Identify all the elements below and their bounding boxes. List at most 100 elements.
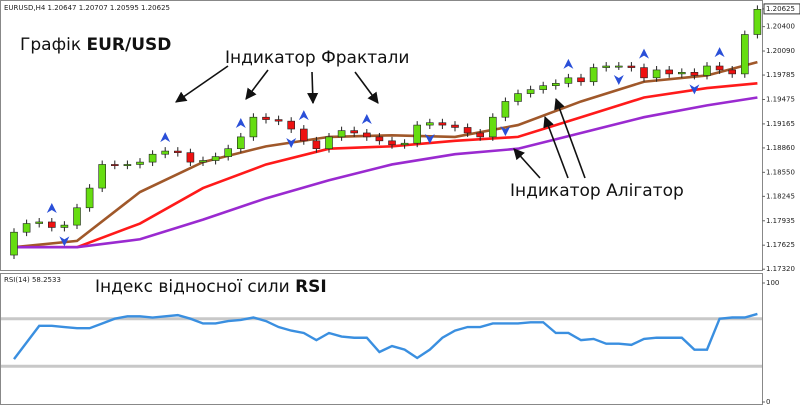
fractal-up <box>160 132 171 143</box>
candle-body <box>337 130 346 138</box>
chart-title: Графік EUR/USD <box>20 35 171 55</box>
candle-body <box>526 89 535 94</box>
y-tick-label: 1.19785 <box>766 71 795 79</box>
candle-body <box>299 128 308 142</box>
candle-body <box>476 132 485 138</box>
price-header: EURUSD,H4 1.20647 1.20707 1.20595 1.2062… <box>4 4 170 12</box>
price-panel <box>0 0 763 271</box>
candle-body <box>564 77 573 84</box>
candle-body <box>677 72 686 75</box>
y-tick-label: 1.19165 <box>766 120 795 128</box>
rsi-panel <box>0 273 763 405</box>
candle-body <box>362 132 371 138</box>
candle-body <box>73 207 81 226</box>
candle-body <box>551 83 560 86</box>
rsi-header: RSI(14) 58.2533 <box>4 276 61 284</box>
candle-body <box>161 150 169 155</box>
fractal-up <box>235 117 246 128</box>
candle-body <box>501 101 510 118</box>
y-tick-label: 1.18245 <box>766 192 795 200</box>
candle-body <box>602 65 611 68</box>
candle-body <box>224 148 232 157</box>
candle-body <box>111 164 119 166</box>
fractal-down <box>286 137 297 148</box>
candle-body <box>665 69 674 75</box>
y-tick-label: 1.19475 <box>766 95 795 103</box>
candle-body <box>47 221 56 228</box>
candle-body <box>375 136 384 142</box>
fractal-up <box>361 114 372 125</box>
alligator-line <box>13 60 758 249</box>
fractal-up <box>639 48 649 59</box>
fractal-down <box>59 236 70 247</box>
y-tick-label: 1.17320 <box>766 265 795 273</box>
candle-body <box>690 72 699 76</box>
candle-body <box>148 153 157 163</box>
rsi-line <box>13 312 758 360</box>
candle-body <box>10 231 18 256</box>
candle-body <box>22 223 31 233</box>
candle-body <box>400 142 409 146</box>
candle-body <box>728 69 737 75</box>
candle-body <box>136 161 144 165</box>
candle-body <box>425 122 434 126</box>
y-tick-label: 1.18550 <box>766 168 795 176</box>
candle-body <box>174 150 182 153</box>
y-tick-label: 1.20090 <box>766 47 795 55</box>
fractal-up <box>563 58 574 69</box>
candle-body <box>249 116 258 138</box>
fractal-down <box>613 74 624 85</box>
candle-body <box>577 77 585 83</box>
fractal-down <box>424 134 435 145</box>
candle-body <box>488 116 497 138</box>
candle-body <box>614 65 623 68</box>
candle-body <box>123 164 132 166</box>
candle-body <box>627 65 636 68</box>
candle-body <box>514 93 522 102</box>
candle-body <box>715 65 724 71</box>
candle-body <box>463 127 472 134</box>
annotation-arrows <box>175 65 586 179</box>
candle-body <box>85 187 94 209</box>
y-tick-label: 1.18860 <box>766 144 795 152</box>
candle-body <box>539 85 548 90</box>
candle-body <box>237 136 245 150</box>
price-highlight <box>763 3 800 15</box>
candle-body <box>350 130 359 134</box>
alligator-annotation: Індикатор Алігатор <box>510 181 684 201</box>
candle-body <box>740 34 749 75</box>
candle-body <box>274 119 283 122</box>
fractal-down <box>500 126 511 137</box>
alligator-line <box>14 96 758 249</box>
fractal-annotation: Індикатор Фрактали <box>225 48 409 68</box>
candle-body <box>438 122 447 126</box>
candle-body <box>589 67 598 83</box>
candle-body <box>211 156 220 161</box>
candle-body <box>652 69 661 79</box>
y-tick-label: 1.17935 <box>766 217 795 225</box>
candle-body <box>60 224 69 228</box>
candle-body <box>312 140 321 150</box>
candle-body <box>186 152 195 163</box>
candle-body <box>451 124 459 128</box>
fractal-down <box>689 84 700 95</box>
candle-body <box>325 136 333 150</box>
fractal-up <box>714 47 725 58</box>
candle-body <box>640 67 648 79</box>
candle-body <box>703 65 711 76</box>
rsi-title: Індекс відносної сили RSI <box>95 277 327 297</box>
candle-body <box>287 120 296 130</box>
candle-body <box>35 221 44 224</box>
fractal-up <box>46 203 57 214</box>
candle-body <box>753 9 762 35</box>
candle-body <box>388 140 396 146</box>
y-tick-label: 1.17625 <box>766 241 795 249</box>
candle-body <box>98 164 106 189</box>
y-tick-label: 0 <box>766 398 770 406</box>
y-tick-label: 100 <box>766 279 779 287</box>
candle-body <box>262 116 270 120</box>
candle-body <box>413 124 422 144</box>
candle-body <box>199 160 207 163</box>
fractal-up <box>298 110 309 121</box>
